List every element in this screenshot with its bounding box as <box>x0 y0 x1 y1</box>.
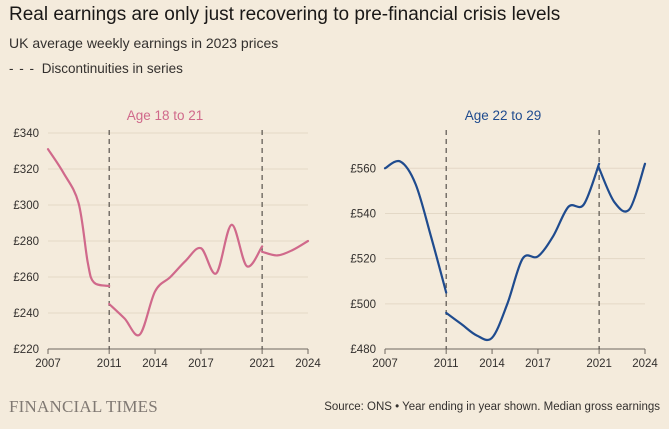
y-tick-label: £500 <box>350 299 376 311</box>
y-tick-label: £540 <box>350 208 376 220</box>
panel-title: Age 18 to 21 <box>127 108 204 123</box>
panel-age-22-29: Age 22 to 29 £480 £500 £520 £540 £560 2007 2011… <box>350 108 658 370</box>
panel-age-18-21: Age 18 to 21 £220 £240 £260 £280 £300 £320 £340… <box>13 108 321 370</box>
series-line <box>598 162 647 213</box>
series-line <box>261 239 310 257</box>
y-tick-label: £340 <box>13 128 39 140</box>
chart-title: Real earnings are only just recovering t… <box>9 4 561 25</box>
x-tick-label: 2007 <box>35 358 61 370</box>
x-tick-label: 2024 <box>295 358 321 370</box>
y-tick-label: £320 <box>13 164 39 176</box>
y-tick-label: £520 <box>350 254 376 266</box>
legend-dash-marker: - - - <box>9 61 35 76</box>
source-note: Source: ONS • Year ending in year shown.… <box>324 401 660 413</box>
y-tick-label: £480 <box>350 344 376 356</box>
x-tick-label: 2007 <box>372 358 398 370</box>
panel-title: Age 22 to 29 <box>465 108 542 123</box>
x-tick-label: 2021 <box>586 358 612 370</box>
x-tick-label: 2011 <box>97 358 122 370</box>
x-tick-label: 2021 <box>249 358 275 370</box>
chart-subtitle: UK average weekly earnings in 2023 price… <box>9 35 279 51</box>
legend-label: Discontinuities in series <box>41 61 183 76</box>
y-tick-label: £240 <box>13 308 39 320</box>
x-tick-label: 2024 <box>632 358 658 370</box>
x-tick-label: 2014 <box>142 358 168 370</box>
y-tick-label: £280 <box>13 236 39 248</box>
series-line <box>108 223 264 337</box>
y-tick-label: £220 <box>13 344 39 356</box>
x-tick-label: 2011 <box>434 358 459 370</box>
legend: - - - Discontinuities in series <box>9 61 183 76</box>
x-tick-label: 2017 <box>525 358 551 370</box>
y-tick-label: £300 <box>13 200 39 212</box>
y-tick-label: £560 <box>350 163 376 175</box>
series-line <box>46 148 111 288</box>
brand-logo: FINANCIAL TIMES <box>9 397 158 416</box>
series-line <box>383 159 448 294</box>
x-tick-label: 2017 <box>188 358 214 370</box>
series-line <box>445 162 601 342</box>
y-tick-label: £260 <box>13 272 39 284</box>
x-tick-label: 2014 <box>479 358 505 370</box>
